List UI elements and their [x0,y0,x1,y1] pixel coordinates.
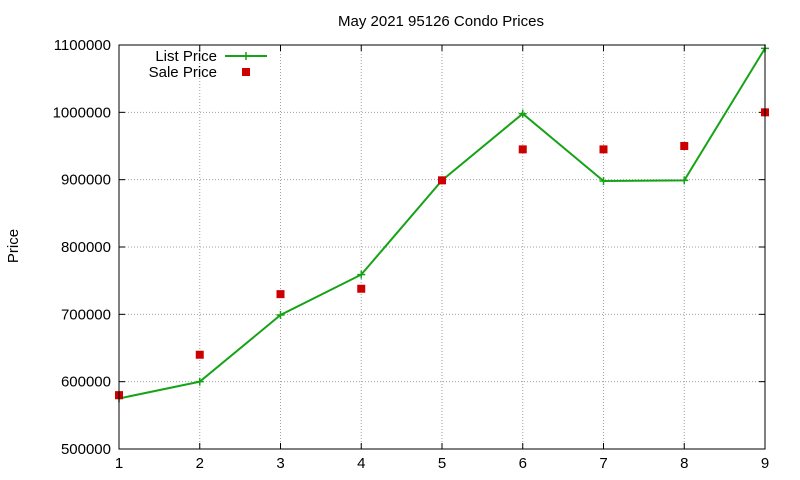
y-tick-label: 900000 [61,172,111,189]
list-price-point [680,176,689,185]
list-price-point [195,377,204,386]
y-axis-label: Price [5,229,22,263]
sale-price-point [599,145,608,154]
chart-title: May 2021 95126 Condo Prices [338,13,544,30]
y-tick-label: 700000 [61,306,111,323]
sale-price-point [518,145,527,154]
x-tick-label: 3 [276,455,284,472]
list-price-point [599,177,608,186]
sale-price-point [680,142,689,150]
x-tick-label: 9 [761,455,769,472]
plot-frame [118,44,766,450]
list-price-point [276,311,285,320]
legend-label: List Price [155,48,217,65]
y-tick-label: 500000 [61,441,111,458]
legend-plus-marker [242,52,250,60]
x-tick-label: 2 [196,455,204,472]
list-price-point [357,270,366,279]
legend-label: Sale Price [149,64,217,81]
sale-price-point [357,284,366,293]
y-tick-label: 1100000 [54,37,111,54]
legend-square-marker [242,68,250,76]
sale-price-point [438,176,446,185]
x-tick-label: 1 [115,455,123,472]
x-tick-label: 6 [519,455,527,472]
sale-price-point [276,290,285,299]
x-tick-label: 4 [357,455,365,472]
sale-price-point [195,350,204,359]
list-price-point [518,109,527,118]
grid-lines [119,45,765,449]
y-tick-label: 600000 [61,374,111,391]
y-tick-label: 800000 [61,239,111,256]
x-tick-label: 7 [599,455,607,472]
tick-labels: 1 2 3 4 5 6 7 8 9 500000 600000 700000 800000 900000 1… [53,37,770,472]
y-tick-label: 1000000 [53,104,111,121]
x-tick-label: 5 [438,455,446,472]
x-tick-label: 8 [680,455,688,472]
